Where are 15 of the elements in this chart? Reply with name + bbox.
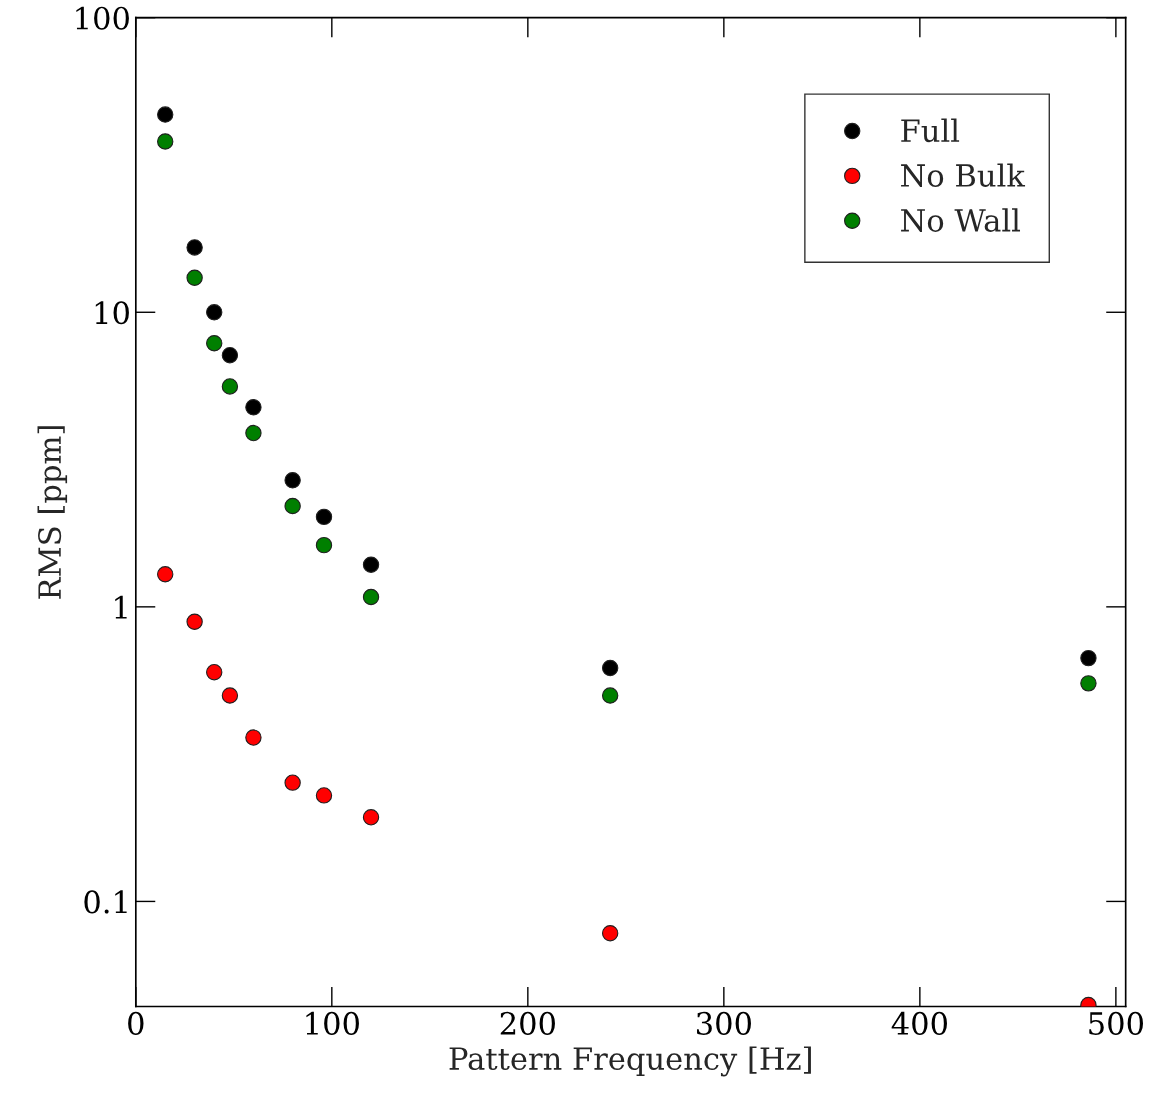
legend-label: No Wall — [901, 208, 1021, 232]
x-tick-label: 400 — [891, 1011, 947, 1035]
x-axis-title: Pattern Frequency [Hz] — [449, 1046, 811, 1077]
legend-label: No Bulk — [901, 163, 1026, 188]
x-tick-label: 100 — [306, 1011, 359, 1035]
y-tick-label: 100 — [76, 6, 129, 30]
x-tick-label: 0 — [128, 1011, 144, 1035]
y-axis-title: RMS [ppm] — [37, 426, 68, 599]
y-tick-label: 1 — [115, 595, 127, 619]
x-tick-label: 200 — [500, 1011, 555, 1035]
y-tick-label: 0.1 — [84, 890, 127, 914]
x-tick-label: 500 — [1089, 1011, 1144, 1035]
x-tick-label: 300 — [697, 1011, 751, 1035]
y-tick-label: 10 — [95, 301, 129, 325]
legend-label: Full — [901, 118, 960, 143]
